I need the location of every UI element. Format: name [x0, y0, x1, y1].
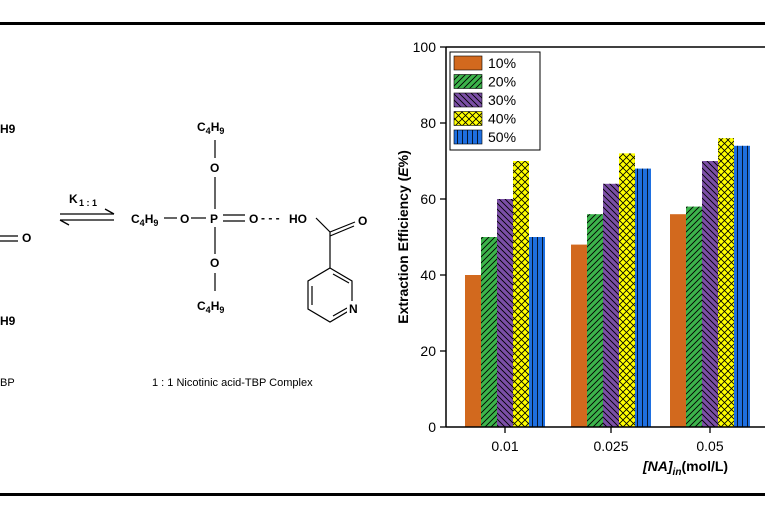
bar-pattern	[529, 237, 545, 427]
x-axis-label: [NA]in(mol/L)	[642, 458, 728, 478]
left-alkyl-bottom: H9	[0, 314, 16, 328]
y-tick-label: 100	[413, 39, 437, 55]
x-tick-label: 0.05	[696, 438, 723, 454]
bar-pattern	[587, 214, 603, 427]
x-tick-label: 0.01	[491, 438, 518, 454]
legend-swatch	[453, 55, 483, 71]
equilibrium-k-subscript: 1 : 1	[79, 198, 97, 208]
y-axis-label: Extraction Efficiency (E%)	[395, 150, 411, 324]
bar-pattern	[481, 237, 497, 427]
hydrogen-bond: - - -	[261, 211, 280, 225]
bar-pattern	[497, 199, 513, 427]
legend-label: 20%	[488, 74, 516, 90]
x-tick-label: 0.025	[593, 438, 628, 454]
legend-swatch-pattern	[454, 130, 482, 144]
complex-o-left: O	[180, 212, 189, 226]
equilibrium-arrow-icon	[59, 208, 115, 226]
left-caption: BP	[0, 377, 15, 389]
y-tick-label: 40	[420, 267, 436, 283]
complex-top-butyl: C4H9	[197, 120, 224, 136]
bar	[465, 275, 481, 427]
y-tick-label: 60	[420, 191, 436, 207]
x-axis-ticks: 0.01 0.025 0.05	[491, 427, 724, 454]
legend-swatch-pattern	[454, 74, 482, 89]
complex-bottom-butyl: C4H9	[197, 299, 224, 315]
ring-nitrogen: N	[349, 302, 358, 316]
y-tick-label: 80	[420, 115, 436, 131]
phosphoryl-o: O	[249, 212, 258, 226]
legend-swatch-pattern	[454, 111, 482, 126]
bar-pattern	[513, 161, 529, 427]
complex-o-bottom: O	[210, 256, 219, 270]
bar-pattern	[603, 183, 619, 427]
complex-o-top: O	[210, 161, 219, 175]
bar-pattern	[619, 153, 635, 427]
bar	[670, 214, 686, 427]
reaction-scheme: H9 O H9 BP K 1 : 1 C4H9 O C4H9 O P O - -…	[0, 120, 367, 389]
y-axis-ticks: 0 20 40 60 80 100	[413, 39, 446, 435]
bar-pattern	[702, 161, 718, 427]
left-oxygen: O	[22, 231, 31, 245]
ring-n-bg	[347, 301, 359, 315]
top-rule	[0, 22, 765, 25]
legend-swatch-pattern	[454, 93, 482, 107]
bar-pattern	[686, 206, 702, 427]
bar-pattern	[718, 138, 734, 427]
carbonyl-o: O	[358, 214, 367, 228]
y-tick-label: 0	[428, 419, 436, 435]
phosphorus: P	[210, 212, 218, 226]
chart-legend: 10% 20% 30% 40% 50%	[449, 51, 541, 151]
bottom-rule	[0, 493, 765, 496]
bar-series	[465, 138, 750, 428]
complex-caption: 1 : 1 Nicotinic acid-TBP Complex	[152, 377, 313, 389]
legend-label: 30%	[488, 92, 516, 108]
complex-left-butyl: C4H9	[131, 212, 158, 228]
legend-label: 40%	[488, 111, 516, 127]
legend-label: 50%	[488, 129, 516, 145]
pyridine-ring-icon	[307, 217, 356, 323]
bar	[571, 244, 587, 427]
legend-label: 10%	[488, 55, 516, 71]
y-tick-label: 20	[420, 343, 436, 359]
bar-pattern	[635, 168, 651, 427]
bar-pattern	[734, 145, 750, 428]
equilibrium-k: K	[69, 192, 78, 206]
hydroxyl-group: HO	[289, 212, 307, 226]
left-alkyl-top: H9	[0, 122, 16, 136]
